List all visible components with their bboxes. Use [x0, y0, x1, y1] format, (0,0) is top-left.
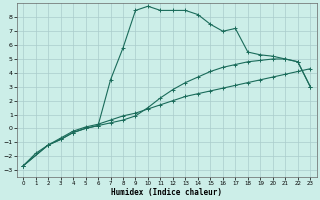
X-axis label: Humidex (Indice chaleur): Humidex (Indice chaleur): [111, 188, 222, 197]
